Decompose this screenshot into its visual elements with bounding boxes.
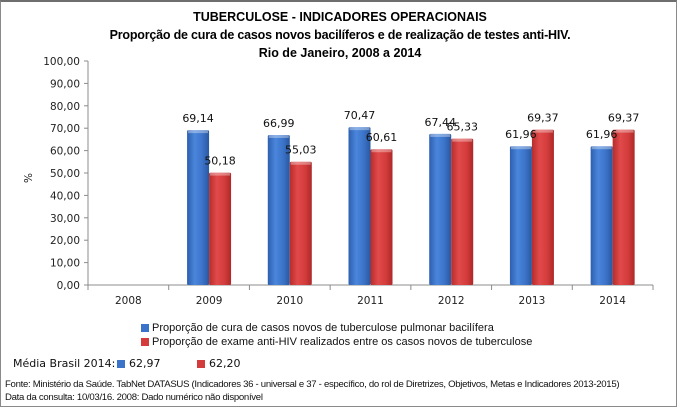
bar-hiv-highlight [210, 172, 231, 176]
media-value-hiv: 62,20 [209, 357, 241, 370]
legend-item-hiv: Proporção de exame anti-HIV realizados e… [141, 336, 532, 348]
x-tick-label: 2009 [196, 295, 223, 307]
bar-cura-highlight [349, 127, 370, 131]
y-tick-label: 40,00 [50, 190, 80, 202]
media-swatch-red [197, 360, 205, 368]
media-swatch-blue [117, 360, 125, 368]
legend-swatch-red [141, 338, 149, 346]
bar-cura-highlight [268, 134, 289, 138]
bar-hiv-highlight [371, 149, 392, 153]
y-tick-label: 100,00 [43, 56, 80, 68]
data-label: 69,37 [608, 112, 640, 125]
y-tick-label: 70,00 [50, 123, 80, 135]
bar-hiv-highlight [532, 129, 553, 133]
chart-subtitle-location: Rio de Janeiro, 2008 a 2014 [258, 46, 422, 60]
legend-item-cura: Proporção de cura de casos novos de tube… [141, 322, 494, 334]
bar-cura-highlight [188, 130, 209, 134]
y-tick-label: 10,00 [50, 258, 80, 270]
bar-hiv [612, 129, 635, 285]
bar-cura [267, 134, 290, 285]
bar-cura [348, 127, 371, 285]
bar-hiv [370, 149, 393, 285]
bar-cura [509, 146, 532, 285]
bar-hiv-highlight [613, 129, 634, 133]
media-brasil: Média Brasil 2014: 62,97 62,20 [13, 357, 241, 370]
footer-date: Data da consulta: 10/03/16. 2008: Dado n… [5, 392, 263, 403]
y-axis-label: % [23, 173, 35, 183]
bar-hiv [531, 129, 554, 285]
y-tick-label: 60,00 [50, 146, 80, 158]
data-label: 61,96 [586, 128, 618, 141]
x-tick-label: 2014 [599, 295, 626, 307]
x-tick-label: 2012 [438, 295, 465, 307]
bar-cura [429, 133, 452, 285]
x-tick-label: 2010 [276, 295, 303, 307]
bar-hiv [289, 161, 312, 285]
chart-subtitle: Proporção de cura de casos novos bacilíf… [109, 28, 571, 42]
bar-hiv-highlight [452, 138, 473, 142]
y-tick-label: 80,00 [50, 101, 80, 113]
y-tick-label: 20,00 [50, 235, 80, 247]
bar-cura-highlight [510, 146, 531, 150]
data-label: 67,44 [424, 116, 456, 129]
data-label: 65,33 [446, 121, 478, 134]
bar-cura [187, 130, 210, 285]
legend-label-hiv: Proporção de exame anti-HIV realizados e… [152, 336, 533, 348]
data-label: 69,14 [182, 112, 214, 125]
x-tick-label: 2008 [115, 295, 142, 307]
bar-cura [590, 146, 613, 285]
data-label: 50,18 [204, 155, 236, 168]
bar-hiv [451, 138, 474, 285]
y-tick-label: 30,00 [50, 213, 80, 225]
bar-cura-highlight [591, 146, 612, 150]
x-tick-label: 2013 [519, 295, 546, 307]
legend-label-cura: Proporção de cura de casos novos de tube… [152, 322, 494, 334]
y-tick-label: 90,00 [50, 78, 80, 90]
chart-title: TUBERCULOSE - INDICADORES OPERACIONAIS [193, 10, 487, 24]
data-label: 60,61 [366, 131, 398, 144]
footer-source: Fonte: Ministério da Saúde. TabNet DATAS… [5, 379, 620, 390]
data-label: 70,47 [344, 109, 376, 122]
media-brasil-label: Média Brasil 2014: [13, 357, 116, 370]
x-tick-label: 2011 [357, 295, 384, 307]
y-tick-label: 50,00 [50, 168, 80, 180]
data-label: 55,03 [285, 144, 317, 157]
data-label: 61,96 [505, 128, 537, 141]
bar-hiv-highlight [290, 161, 311, 165]
data-label: 66,99 [263, 117, 295, 130]
data-label: 69,37 [527, 112, 559, 125]
y-tick-label: 0,00 [57, 280, 80, 292]
legend-swatch-blue [141, 324, 149, 332]
bar-hiv [209, 172, 232, 285]
media-value-cura: 62,97 [129, 357, 161, 370]
bar-cura-highlight [430, 133, 451, 137]
